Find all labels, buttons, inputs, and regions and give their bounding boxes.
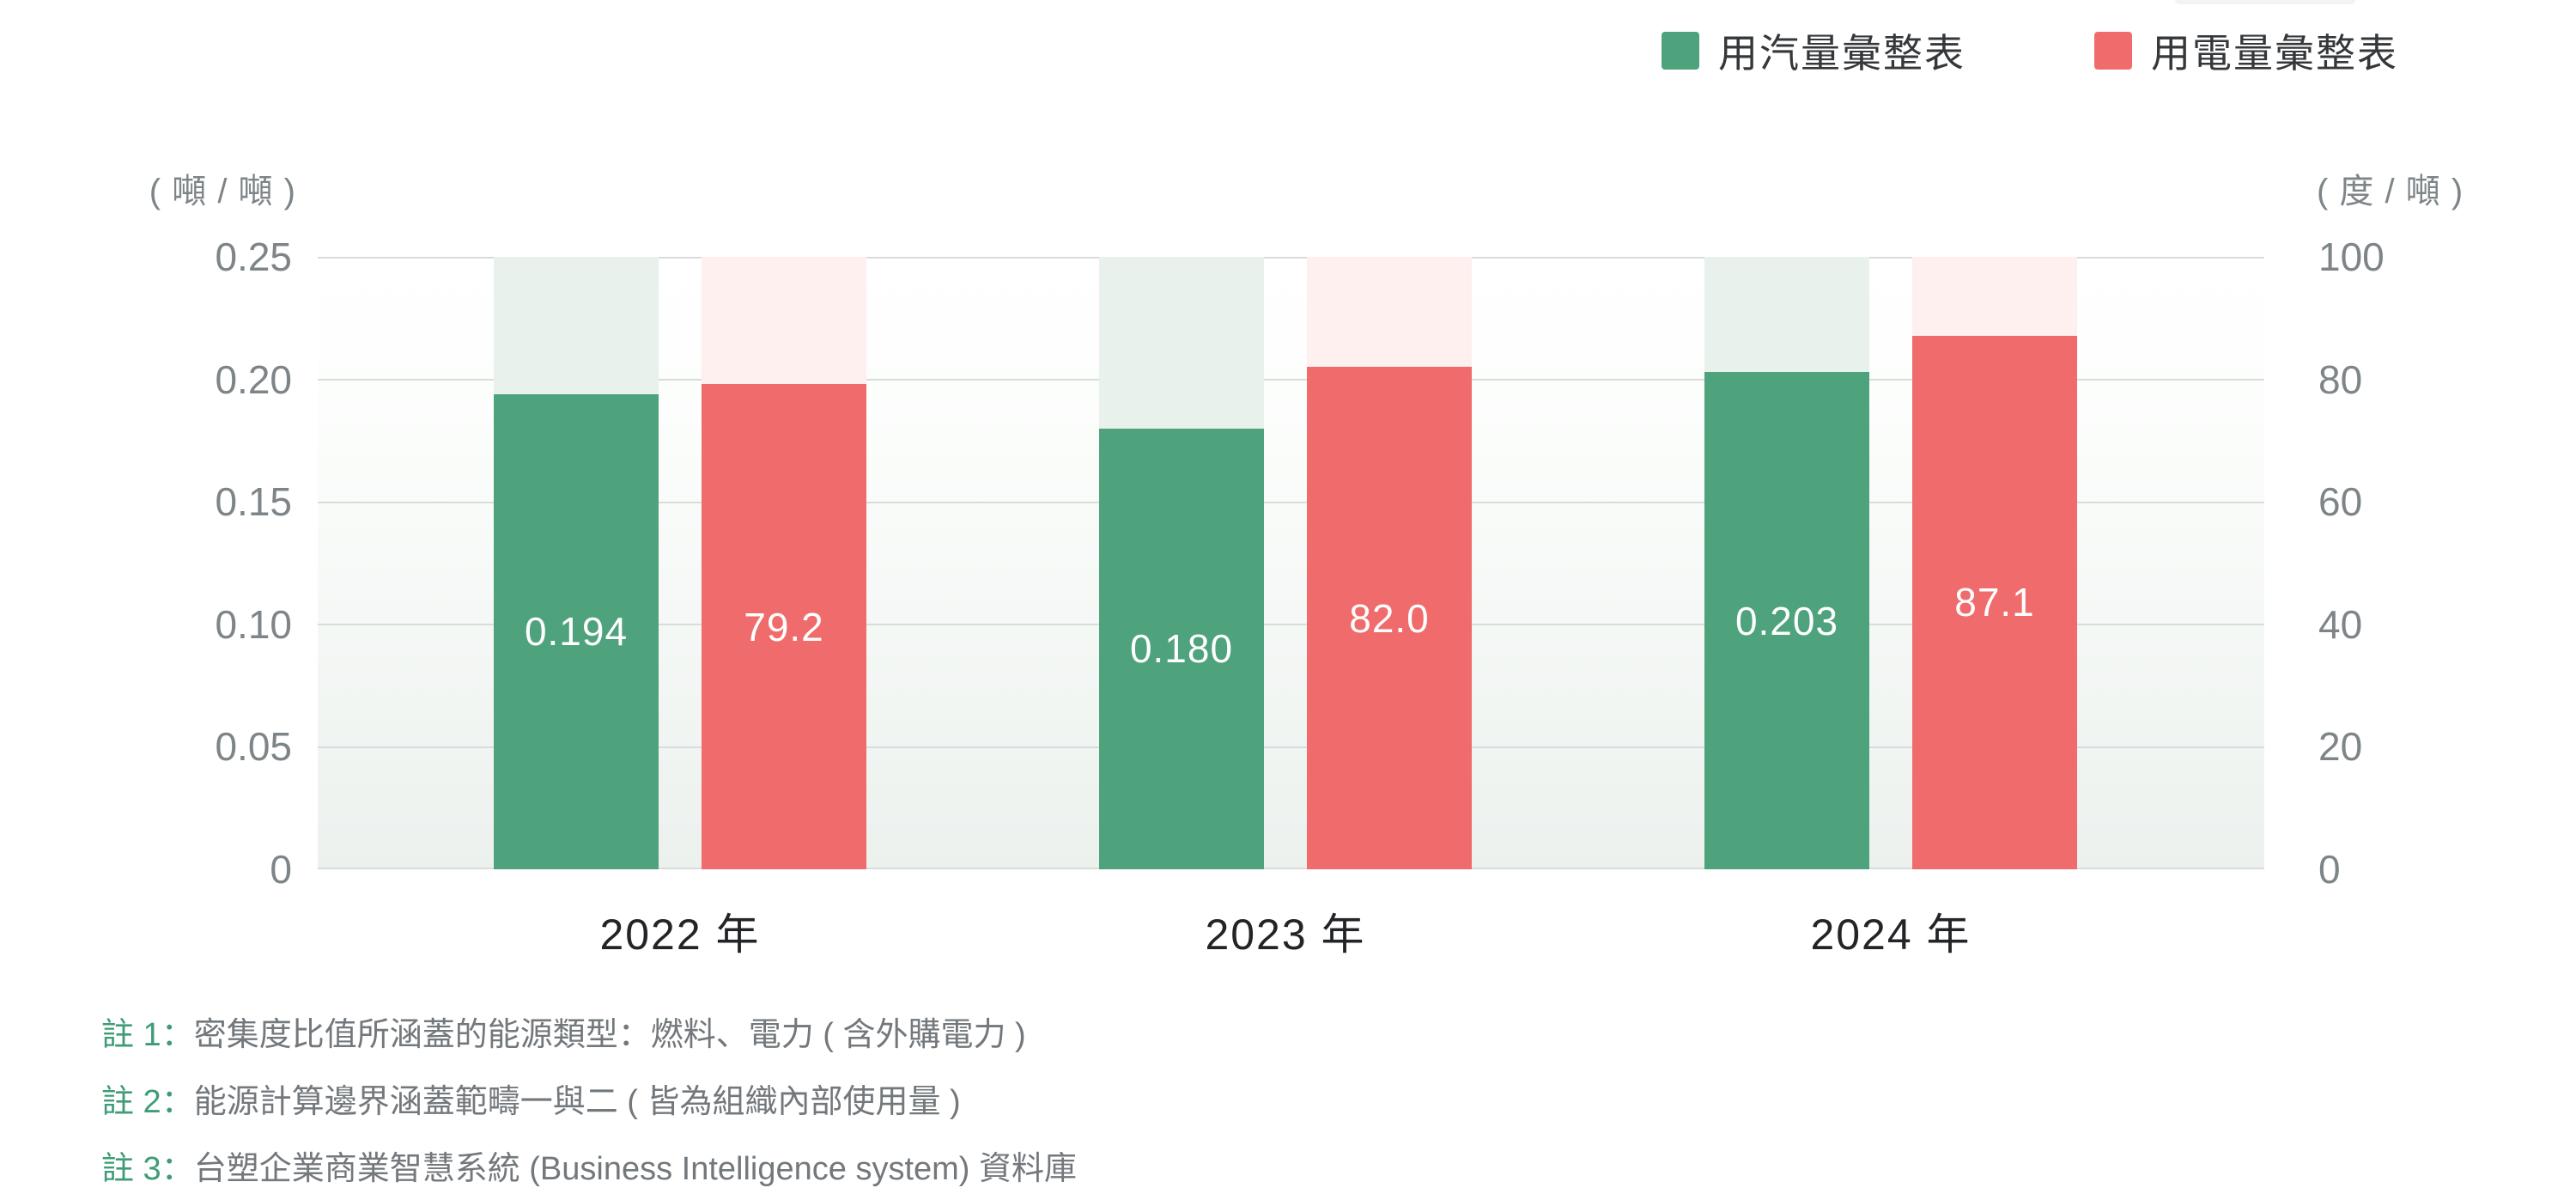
left-tick: 0.20 xyxy=(215,356,292,402)
left-tick: 0.05 xyxy=(215,724,292,770)
gridline xyxy=(318,379,2264,381)
bar-value-label: 87.1 xyxy=(1954,580,2035,625)
footnote-2-prefix: 註 2： xyxy=(101,1084,194,1120)
right-tick: 0 xyxy=(2318,847,2341,892)
electricity-band-2023: 82.0 xyxy=(1307,257,1472,869)
chart-legend: 用汽量彙整表 用電量彙整表 xyxy=(1662,22,2398,79)
steam-band-2022: 0.194 xyxy=(494,257,659,869)
left-tick: 0.10 xyxy=(215,601,292,647)
bar-value-label: 0.194 xyxy=(524,609,629,655)
gridline xyxy=(318,624,2264,625)
right-tick: 80 xyxy=(2318,356,2363,402)
bar-value-label: 79.2 xyxy=(744,604,824,649)
electricity-bar-2022[interactable]: 79.2 xyxy=(702,384,866,869)
left-tick: 0.25 xyxy=(215,235,292,279)
cropped-element-top xyxy=(2175,0,2355,4)
steam-band-2024: 0.203 xyxy=(1704,257,1869,869)
electricity-bar-2023[interactable]: 82.0 xyxy=(1307,367,1472,869)
legend-label-steam: 用汽量彙整表 xyxy=(1718,31,1965,76)
steam-bar-2023[interactable]: 0.180 xyxy=(1099,428,1264,869)
legend-item-steam[interactable]: 用汽量彙整表 xyxy=(1662,22,1965,79)
bar-value-label: 0.180 xyxy=(1129,626,1234,672)
footnote-3: 註 3：台塑企業商業智慧系統 (Business Intelligence sy… xyxy=(101,1136,1077,1194)
right-tick: 100 xyxy=(2318,235,2385,279)
plot-area: 0.194 79.2 0.180 82.0 0.203 xyxy=(318,257,2264,869)
left-tick: 0 xyxy=(270,847,292,892)
footnote-1: 註 1：密集度比值所涵蓋的能源類型：燃料、電力 ( 含外購電力 ) xyxy=(101,1002,1077,1069)
gridline-baseline xyxy=(318,868,2264,869)
gridline xyxy=(318,502,2264,503)
footnote-1-text: 密集度比值所涵蓋的能源類型：燃料、電力 ( 含外購電力 ) xyxy=(193,1017,1026,1053)
legend-label-electricity: 用電量彙整表 xyxy=(2151,31,2398,76)
xlabel-2022: 2022 年 xyxy=(599,911,761,959)
electricity-band-2024: 87.1 xyxy=(1912,257,2077,869)
steam-band-2023: 0.180 xyxy=(1099,257,1264,869)
legend-item-electricity[interactable]: 用電量彙整表 xyxy=(2094,22,2398,79)
right-axis-unit: ( 度 / 噸 ) xyxy=(2317,173,2464,210)
right-tick: 40 xyxy=(2318,601,2363,647)
xlabel-2024: 2024 年 xyxy=(1810,911,1971,959)
footnote-3-text: 台塑企業商業智慧系統 (Business Intelligence system… xyxy=(193,1151,1078,1187)
right-axis-ticks: 100 80 60 40 20 0 xyxy=(2318,235,2576,892)
steam-bar-2024[interactable]: 0.203 xyxy=(1704,372,1869,869)
left-axis-ticks: 0.25 0.20 0.15 0.10 0.05 0 xyxy=(0,235,292,892)
steam-swatch-icon xyxy=(1662,32,1699,70)
footnotes: 註 1：密集度比值所涵蓋的能源類型：燃料、電力 ( 含外購電力 ) 註 2：能源… xyxy=(101,1002,1077,1194)
bar-value-label: 82.0 xyxy=(1349,595,1430,641)
right-tick: 60 xyxy=(2318,479,2363,525)
xlabel-2023: 2023 年 xyxy=(1205,911,1366,959)
left-axis-unit: ( 噸 / 噸 ) xyxy=(149,173,296,210)
left-tick: 0.15 xyxy=(215,479,292,525)
footnote-2-text: 能源計算邊界涵蓋範疇一與二 ( 皆為組織內部使用量 ) xyxy=(193,1084,961,1120)
electricity-swatch-icon xyxy=(2094,32,2132,70)
electricity-band-2022: 79.2 xyxy=(702,257,866,869)
gridline xyxy=(318,746,2264,748)
footnote-1-prefix: 註 1： xyxy=(101,1017,194,1053)
electricity-bar-2024[interactable]: 87.1 xyxy=(1912,335,2077,869)
footnote-2: 註 2：能源計算邊界涵蓋範疇一與二 ( 皆為組織內部使用量 ) xyxy=(101,1069,1077,1136)
gridline xyxy=(318,257,2264,259)
steam-bar-2022[interactable]: 0.194 xyxy=(494,393,659,869)
footnote-3-prefix: 註 3： xyxy=(101,1151,194,1187)
right-tick: 20 xyxy=(2318,724,2363,770)
bar-value-label: 0.203 xyxy=(1735,598,1839,643)
